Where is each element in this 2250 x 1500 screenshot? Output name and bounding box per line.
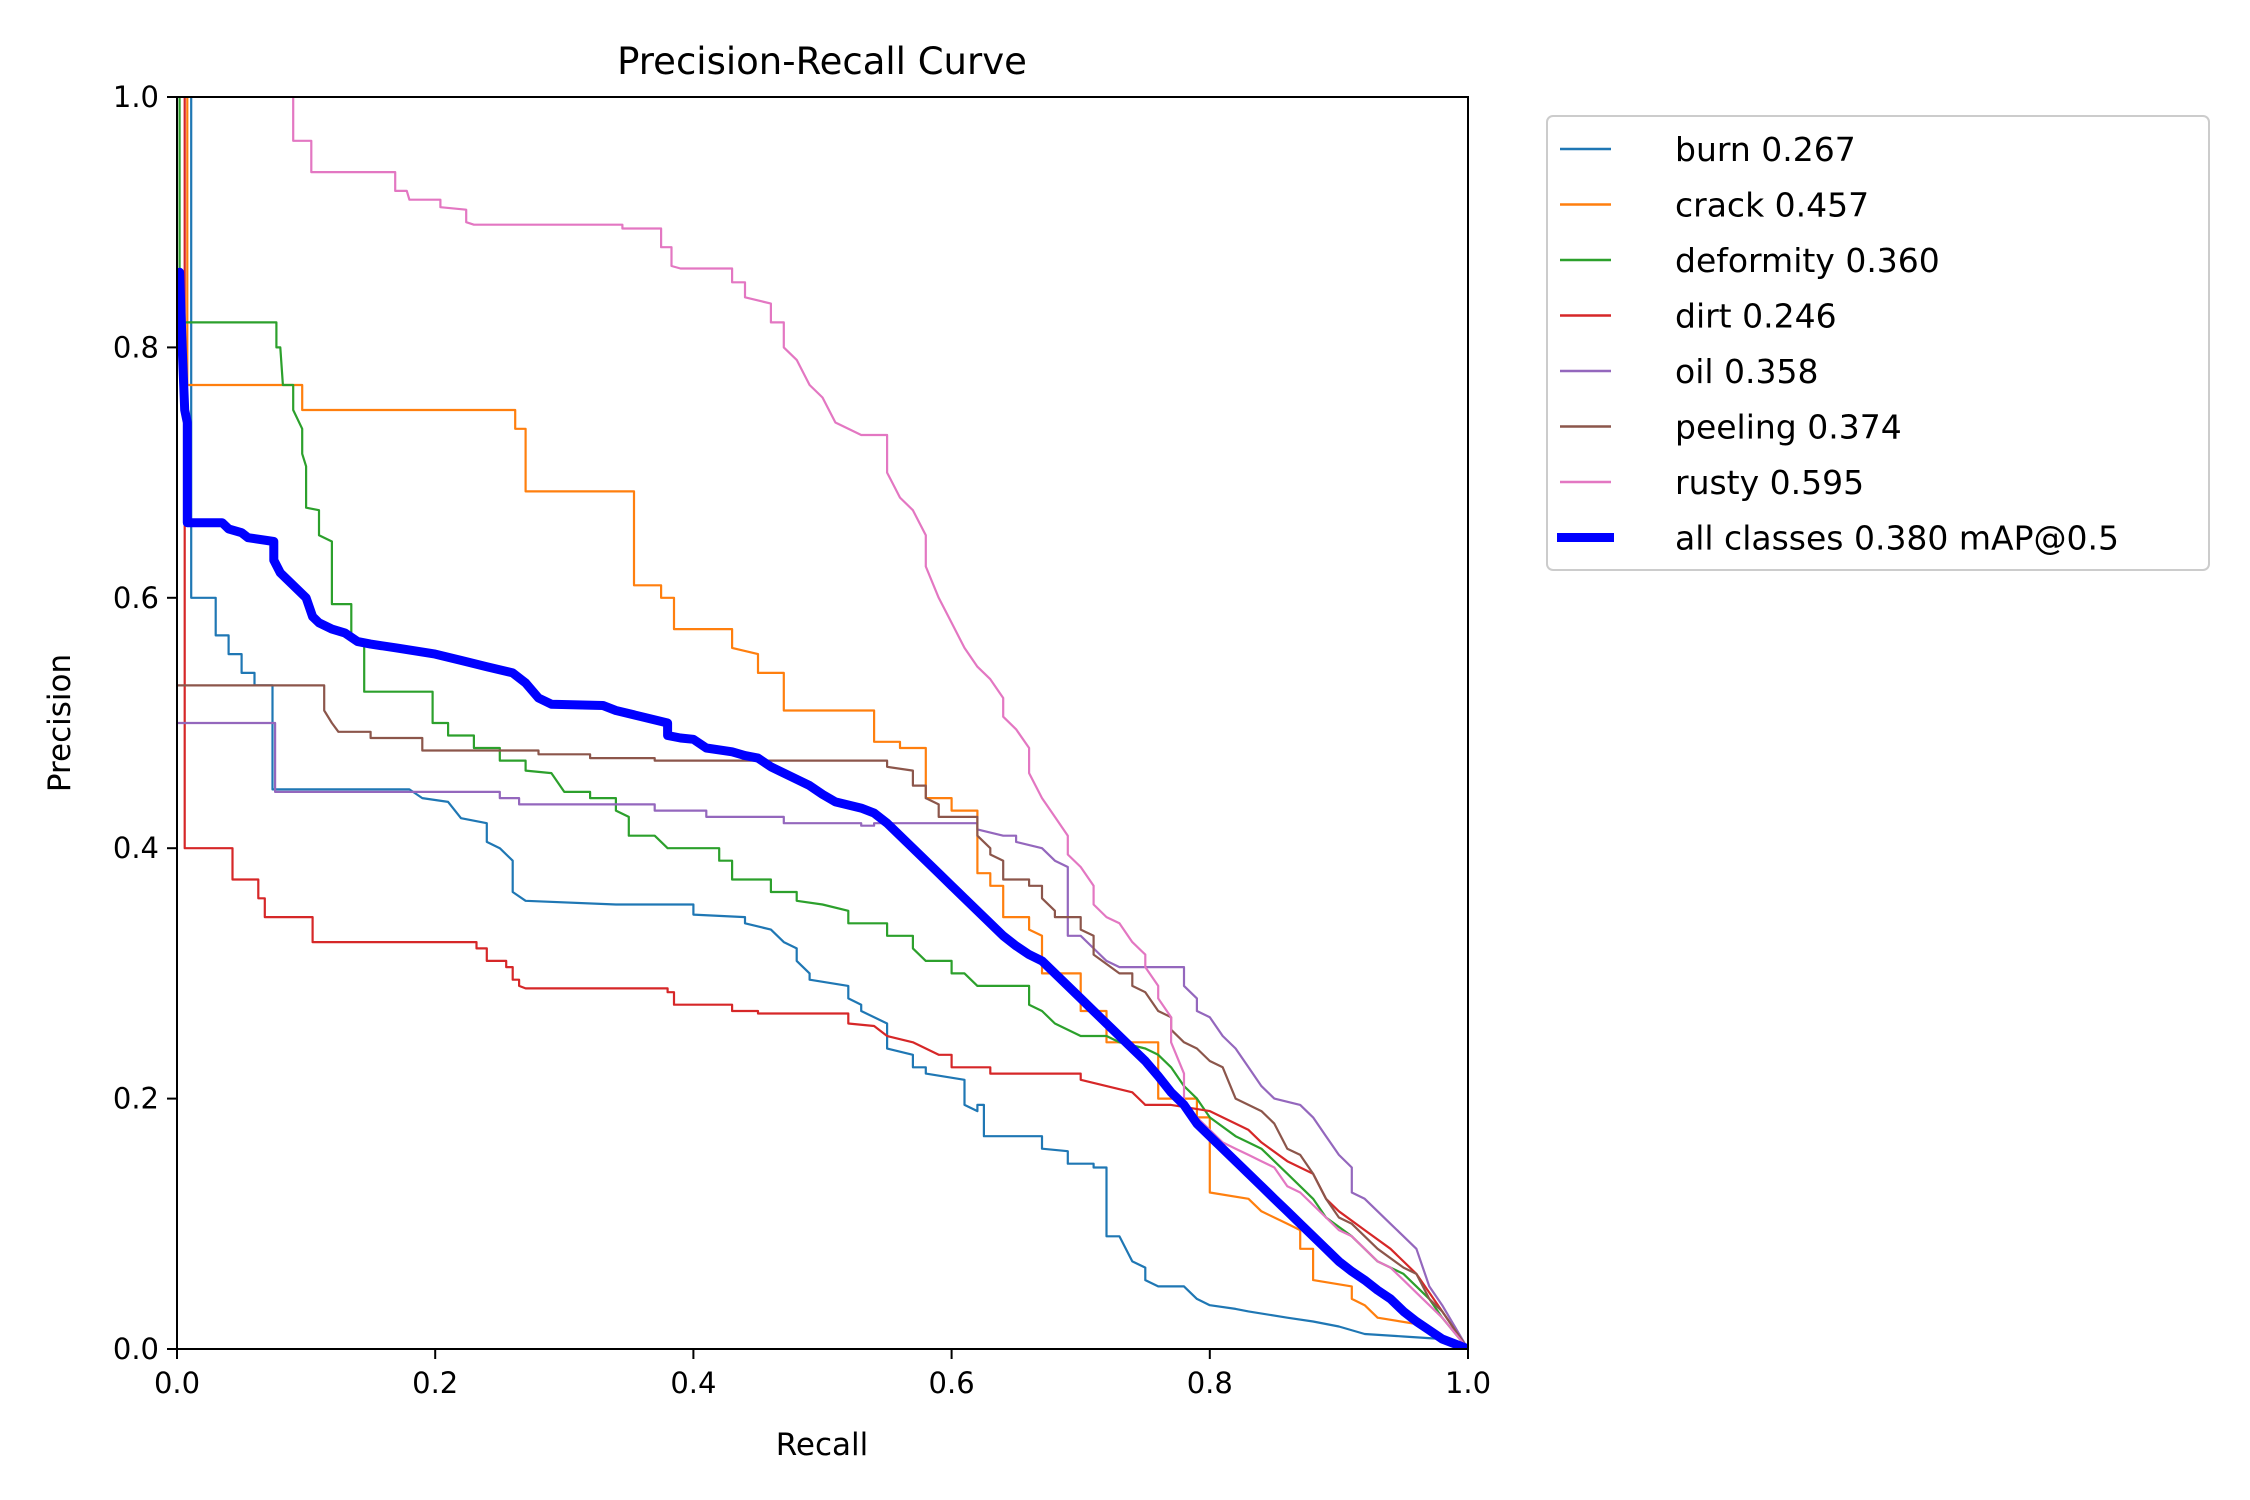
legend-label: burn 0.267 xyxy=(1675,130,1856,169)
y-axis-label: Precision xyxy=(42,654,78,792)
series-line-crack xyxy=(186,97,1468,1349)
series-line-peeling xyxy=(177,684,1468,1349)
legend-label: crack 0.457 xyxy=(1675,186,1869,225)
x-tick-label: 0.4 xyxy=(670,1366,716,1400)
y-tick-label: 0.6 xyxy=(113,581,159,615)
x-tick-label: 1.0 xyxy=(1445,1366,1491,1400)
series-line-burn xyxy=(190,97,1468,1349)
series-line-rusty xyxy=(292,97,1468,1349)
legend-label: oil 0.358 xyxy=(1675,352,1819,391)
y-tick-label: 0.4 xyxy=(113,831,159,865)
x-tick-label: 0.2 xyxy=(412,1366,458,1400)
legend-label: deformity 0.360 xyxy=(1675,241,1940,280)
series-line-dirt xyxy=(183,97,1468,1349)
y-tick-label: 0.0 xyxy=(113,1332,159,1366)
series-layer xyxy=(177,97,1468,1349)
legend: burn 0.267 crack 0.457 deformity 0.360 dirt… xyxy=(1546,115,2210,571)
series-line-oil xyxy=(177,721,1468,1349)
y-tick-label: 1.0 xyxy=(113,80,159,114)
plot-frame xyxy=(176,96,1469,1350)
legend-label: dirt 0.246 xyxy=(1675,297,1837,336)
chart-title: Precision-Recall Curve xyxy=(617,40,1027,83)
legend-label: peeling 0.374 xyxy=(1675,408,1902,447)
y-tick-label: 0.8 xyxy=(113,330,159,364)
y-tick-label: 0.2 xyxy=(113,1082,159,1116)
legend-label: rusty 0.595 xyxy=(1675,463,1864,502)
legend-box xyxy=(1546,115,2210,571)
x-tick-label: 0.0 xyxy=(154,1366,200,1400)
series-line-all-classes xyxy=(177,267,1468,1349)
x-tick-label: 0.8 xyxy=(1187,1366,1233,1400)
x-axis-label: Recall xyxy=(776,1427,869,1463)
legend-label: all classes 0.380 mAP@0.5 xyxy=(1675,519,2119,558)
y-axis: 0.0 0.2 0.4 0.6 0.8 1.0 xyxy=(113,80,177,1366)
series-line-deformity xyxy=(178,97,1468,1349)
x-tick-label: 0.6 xyxy=(929,1366,975,1400)
x-axis: 0.0 0.2 0.4 0.6 0.8 1.0 xyxy=(154,1349,1491,1400)
